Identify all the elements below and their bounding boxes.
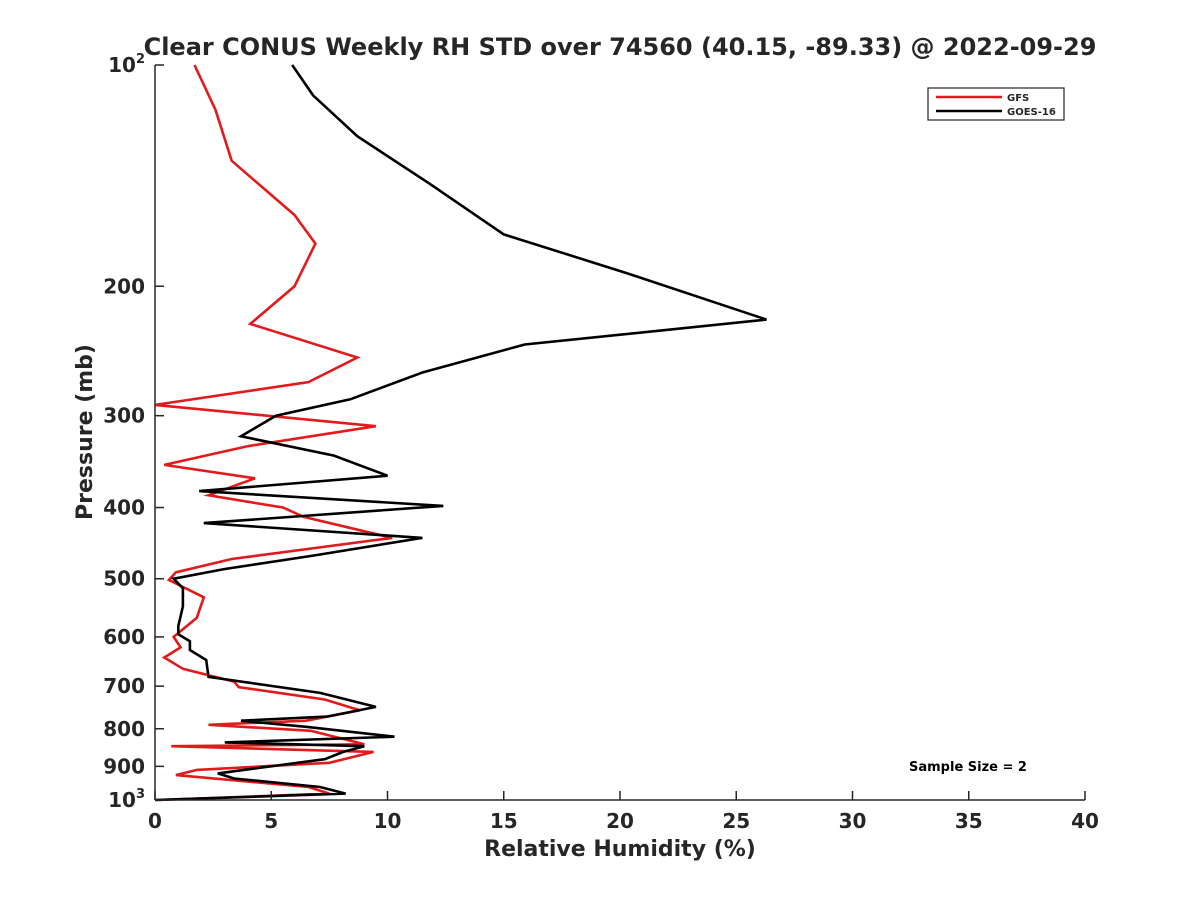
series-line-gfs <box>154 64 393 802</box>
y-tick-label: 800 <box>103 717 145 741</box>
legend: GFS GOES-16 <box>927 87 1065 121</box>
x-tick-label: 15 <box>490 809 518 833</box>
y-tick-label: 200 <box>103 274 145 298</box>
series-layer <box>154 64 767 802</box>
x-tick-label: 20 <box>606 809 634 833</box>
y-tick-label: 400 <box>103 496 145 520</box>
x-tick-label: 35 <box>955 809 983 833</box>
x-axis-label: Relative Humidity (%) <box>484 837 756 862</box>
series-line-goes-16 <box>154 64 767 802</box>
legend-label: GOES-16 <box>1007 107 1056 118</box>
x-tick-label: 0 <box>148 809 162 833</box>
y-tick-label: 500 <box>103 567 145 591</box>
y-tick-label: 300 <box>103 404 145 428</box>
legend-box <box>927 87 1065 121</box>
y-tick-label: 102 <box>108 52 145 77</box>
x-tick-label: 5 <box>264 809 278 833</box>
x-axis-ticks: 0 5 10 15 20 25 30 35 40 <box>148 791 1099 833</box>
x-tick-label: 10 <box>374 809 402 833</box>
y-tick-label: 600 <box>103 625 145 649</box>
chart-title: Clear CONUS Weekly RH STD over 74560 (40… <box>144 33 1097 61</box>
y-axis-label: Pressure (mb) <box>73 344 98 520</box>
legend-label: GFS <box>1007 93 1029 104</box>
x-tick-label: 40 <box>1071 809 1099 833</box>
y-axis-ticks: 102 200 300 400 500 600 700 800 900 103 <box>103 52 164 812</box>
plot-area: 0 5 10 15 20 25 30 35 40 102 200 300 400 500 600 700 80… <box>103 52 1099 833</box>
sample-size-annotation: Sample Size = 2 <box>909 760 1027 775</box>
x-tick-label: 25 <box>722 809 750 833</box>
y-tick-label: 700 <box>103 674 145 698</box>
y-tick-label: 103 <box>108 787 145 812</box>
y-tick-label: 900 <box>103 754 145 778</box>
x-tick-label: 30 <box>839 809 867 833</box>
